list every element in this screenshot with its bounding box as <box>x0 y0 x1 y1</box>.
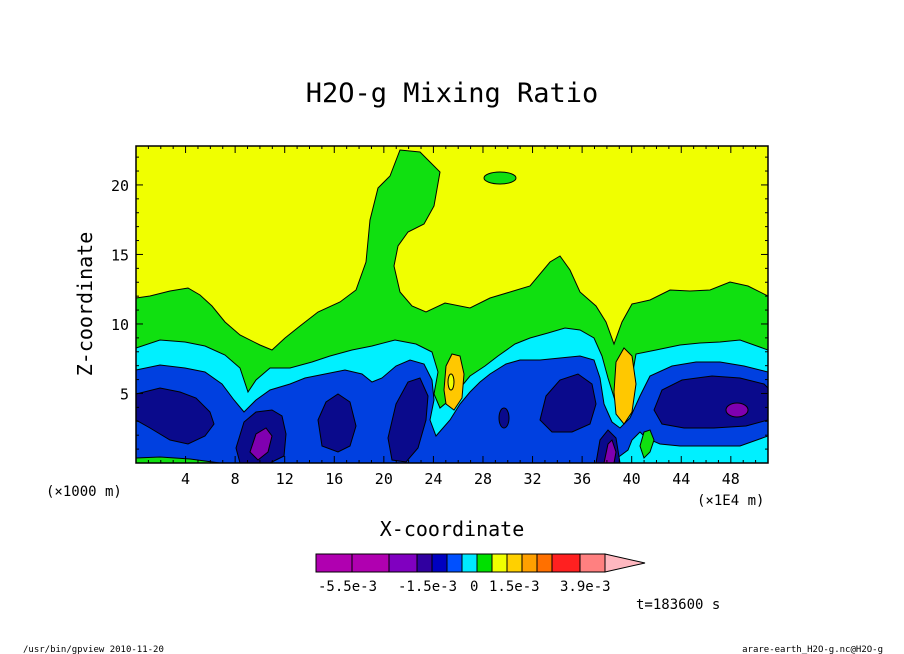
contour-purple-2 <box>725 402 749 418</box>
plot-frame <box>135 145 769 464</box>
x-tick-label: 44 <box>672 470 690 488</box>
colorbar-swatch <box>506 553 523 573</box>
x-tick-label: 24 <box>424 470 442 488</box>
contour-green-blob <box>483 171 517 185</box>
colorbar-swatch <box>388 553 418 573</box>
colorbar-swatch <box>416 553 433 573</box>
x-axis-label: X-coordinate <box>380 517 525 541</box>
contour-green-pocket <box>639 429 655 459</box>
y-axis: 5 10 15 20 <box>111 156 768 450</box>
x-tick-label: 36 <box>573 470 591 488</box>
colorbar-swatch <box>491 553 508 573</box>
contour-dark-blue-left <box>136 387 215 445</box>
x-unit-right: (×1E4 m) <box>697 493 764 509</box>
contour-dark-blue-5 <box>539 373 597 433</box>
colorbar-swatch <box>521 553 538 573</box>
x-axis: 4 8 12 16 20 24 28 32 36 40 44 48 <box>147 146 757 488</box>
contour-yellow-core <box>447 373 455 391</box>
colorbar-arrow <box>604 553 646 573</box>
colorbar-swatch <box>536 553 553 573</box>
colorbar <box>315 553 646 573</box>
x-tick-label: 20 <box>375 470 393 488</box>
x-tick-label: 16 <box>325 470 343 488</box>
colorbar-swatch <box>579 553 606 573</box>
colorbar-swatch <box>351 553 390 573</box>
contour-purple-3 <box>603 439 617 463</box>
x-tick-label: 12 <box>276 470 294 488</box>
x-tick-label: 4 <box>181 470 190 488</box>
colorbar-label: 0 <box>470 579 478 595</box>
contour-dark-blue-4 <box>387 377 429 463</box>
y-tick-label: 10 <box>111 316 129 334</box>
contour-bottom-strip <box>136 456 221 463</box>
colorbar-label: 3.9e-3 <box>560 579 611 595</box>
contour-dark-blue-6 <box>498 407 510 429</box>
colorbar-swatch <box>476 553 493 573</box>
y-axis-label: Z-coordinate <box>73 232 97 377</box>
contour-orange-2 <box>613 347 637 425</box>
y-tick-label: 20 <box>111 177 129 195</box>
x-tick-label: 48 <box>722 470 740 488</box>
colorbar-label: -5.5e-3 <box>318 579 377 595</box>
contour-purple-1 <box>249 427 273 461</box>
colorbar-swatch <box>431 553 448 573</box>
contour-dark-blue-3 <box>317 393 357 453</box>
chart-title: H2O-g Mixing Ratio <box>306 78 599 109</box>
colorbar-label: 1.5e-3 <box>489 579 540 595</box>
x-tick-label: 8 <box>231 470 240 488</box>
colorbar-swatch <box>551 553 581 573</box>
x-tick-label: 40 <box>623 470 641 488</box>
colorbar-swatch <box>461 553 478 573</box>
y-tick-label: 5 <box>120 385 129 403</box>
time-label: t=183600 s <box>636 597 720 613</box>
x-tick-label: 28 <box>474 470 492 488</box>
colorbar-label: -1.5e-3 <box>398 579 457 595</box>
y-tick-label: 15 <box>111 246 129 264</box>
x-tick-label: 32 <box>524 470 542 488</box>
colorbar-labels: -5.5e-3 -1.5e-3 0 1.5e-3 3.9e-3 <box>318 579 611 595</box>
x-unit-left: (×1000 m) <box>46 484 122 500</box>
colorbar-swatch <box>446 553 463 573</box>
colorbar-swatch <box>315 553 353 573</box>
footer-right: arare-earth_H2O-g.nc@H2O-g <box>742 645 883 654</box>
footer-left: /usr/bin/gpview 2010-11-20 <box>23 645 164 654</box>
plot-area <box>135 145 769 464</box>
